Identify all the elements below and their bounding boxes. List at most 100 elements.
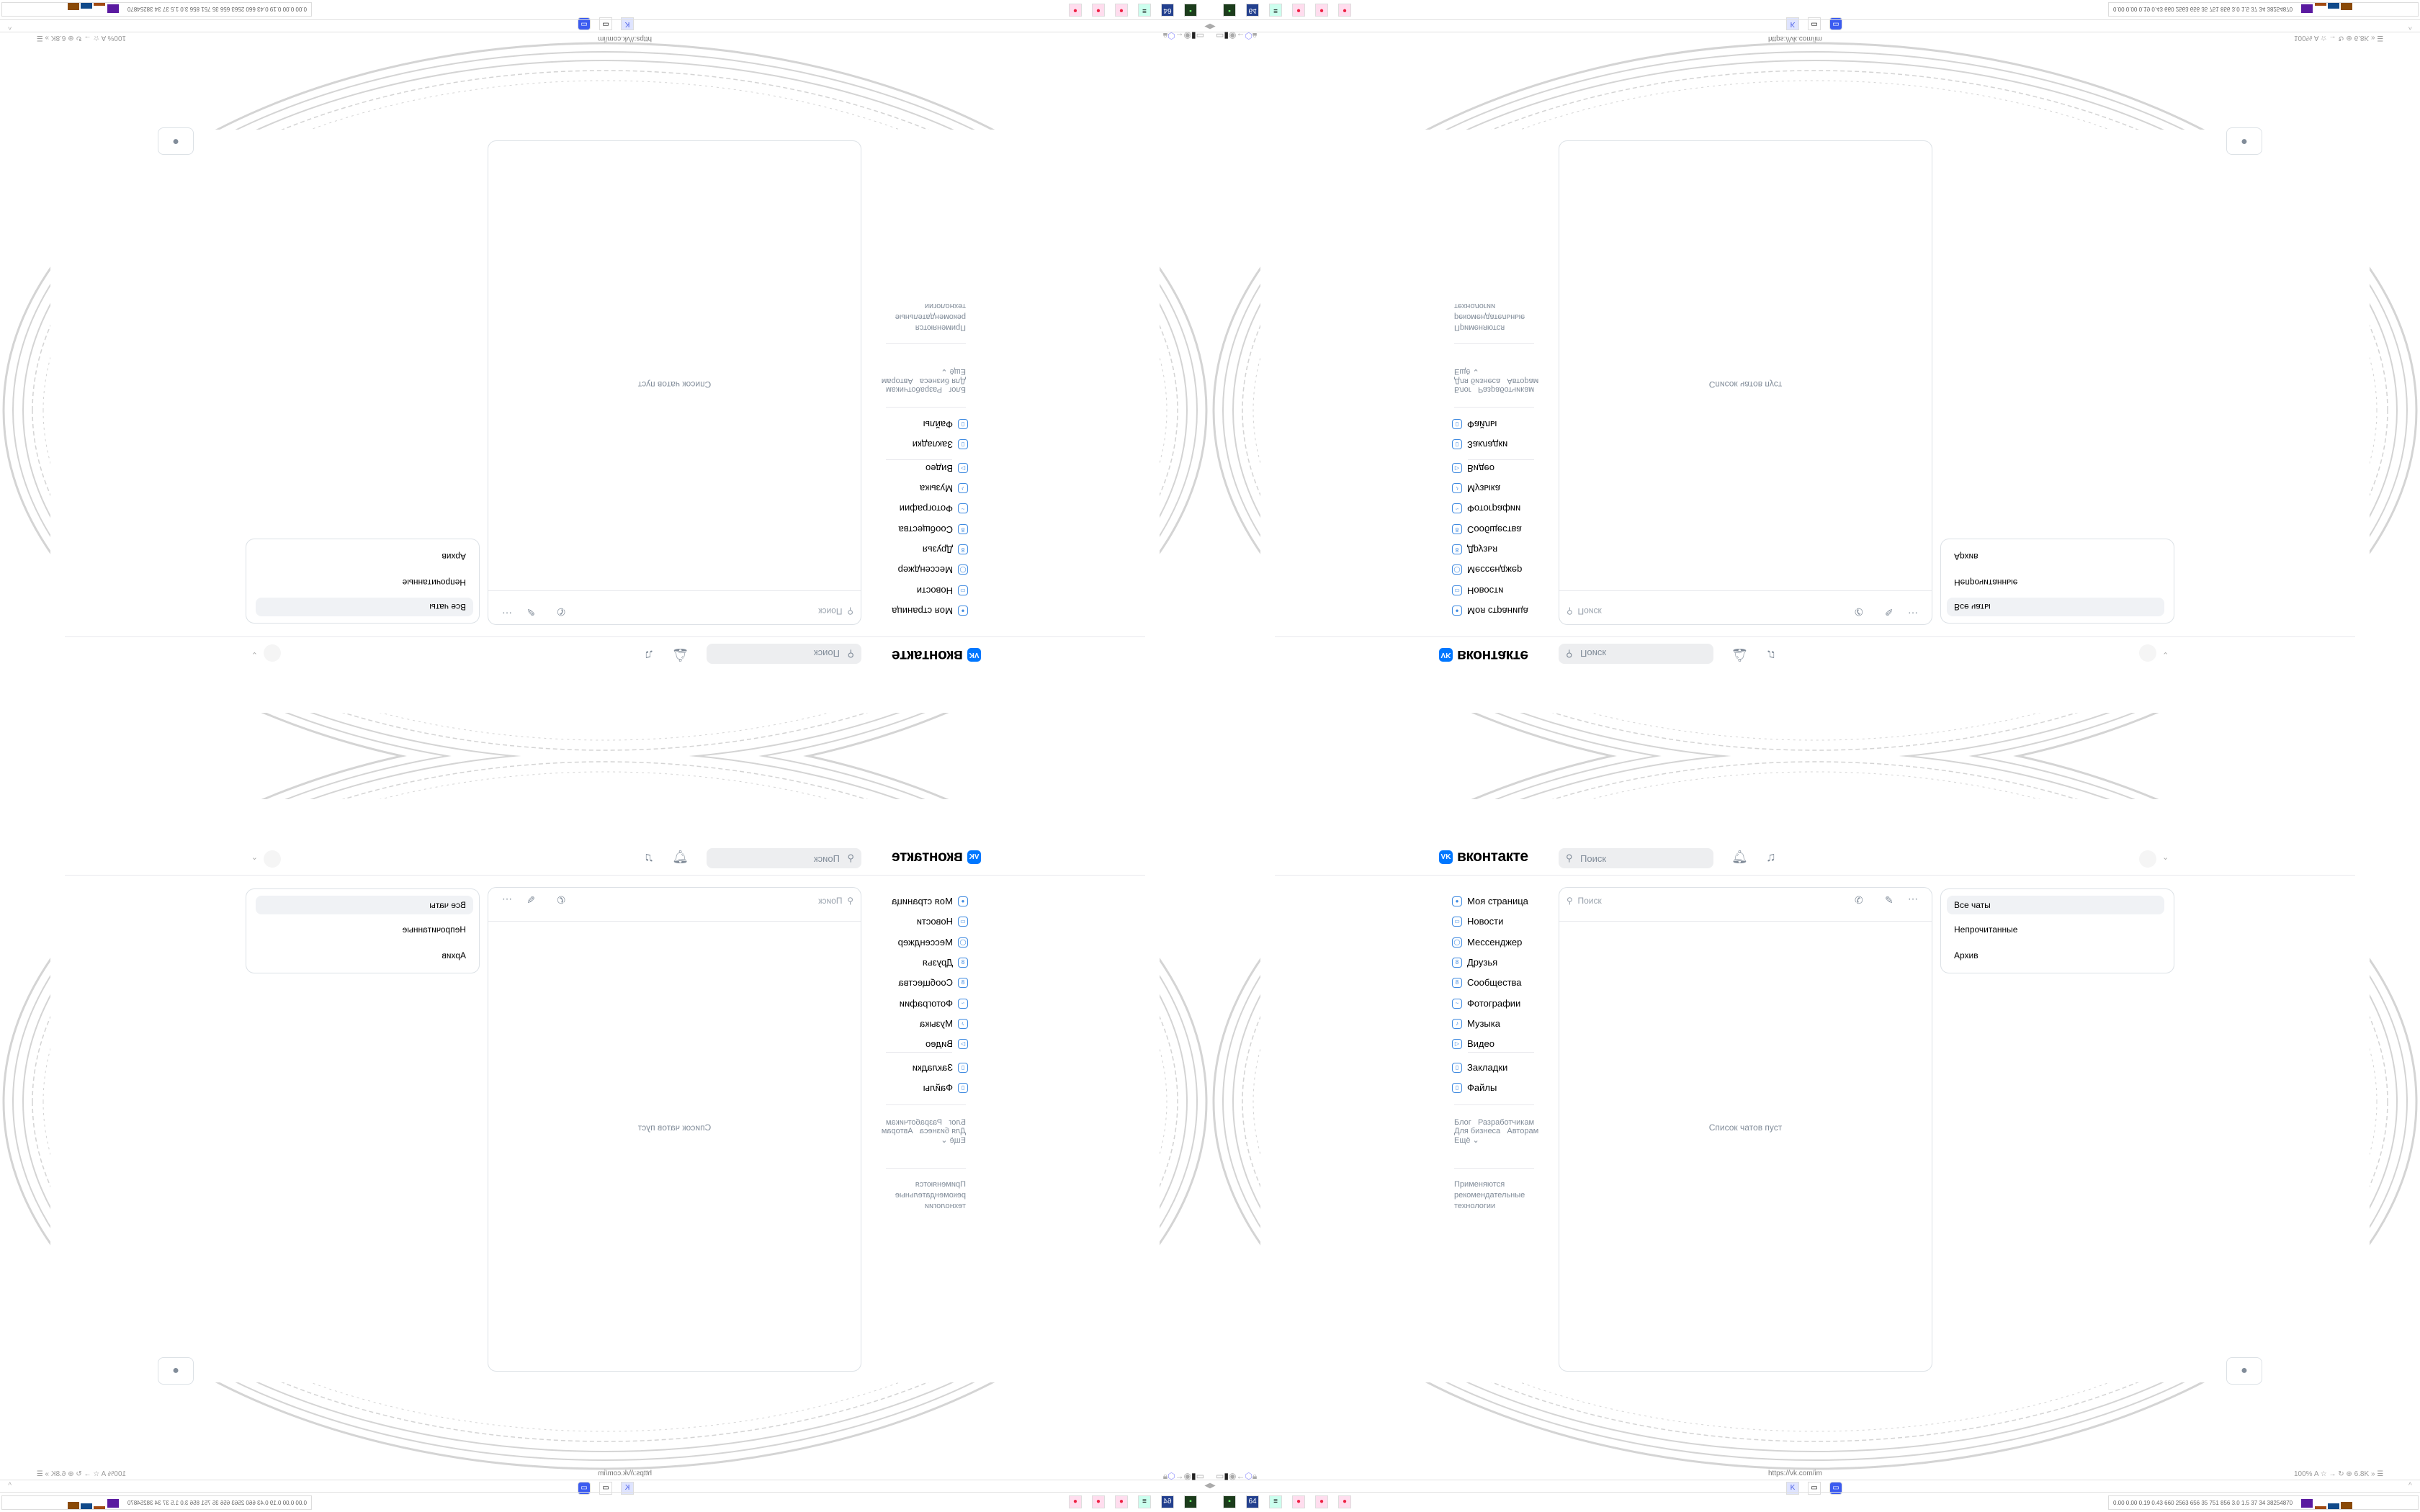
filter-archive[interactable]: Архив (442, 950, 466, 960)
bell-icon[interactable]: 🔔︎ (672, 648, 689, 662)
firefox-icon[interactable]: ● (1338, 4, 1351, 17)
active-chat-tab-icon[interactable]: ▭ (578, 1482, 591, 1495)
compose-icon[interactable]: ✎ (1885, 606, 1894, 618)
footer-link-blog[interactable]: Блог (1454, 1118, 1471, 1127)
sidebar-item[interactable]: ▯ Файлы (923, 1080, 968, 1096)
menu-icon[interactable]: ☰ (36, 34, 43, 42)
sidebar-item[interactable]: ● Моя страница (1452, 894, 1528, 909)
chevron-down-icon[interactable]: ⌄ (251, 853, 258, 862)
compose-icon[interactable]: ✎ (1885, 894, 1894, 906)
vk-logo-text[interactable]: вконтакте (1457, 647, 1528, 664)
vk-logo-text[interactable]: вконтакте (1457, 848, 1528, 865)
firefox-icon[interactable]: ● (1315, 1495, 1328, 1508)
floppy-icon[interactable]: 64 (1246, 4, 1259, 17)
sidebar-item[interactable]: ▭ Новости (917, 914, 968, 930)
extension-badge[interactable]: 6.8K (2354, 1470, 2370, 1478)
back-icon[interactable]: ← (1236, 31, 1245, 41)
chat-bubble-button[interactable]: ● (2226, 127, 2262, 155)
sidebar-item[interactable]: 8 Сообщества (1452, 521, 1522, 537)
add-call-icon[interactable]: ✆ (1855, 894, 1863, 906)
filter-all-chats[interactable]: Все чаты (256, 598, 473, 616)
firefox-icon[interactable]: ● (1092, 1495, 1105, 1508)
menu-icon[interactable]: ☰ (36, 1470, 43, 1478)
bell-icon[interactable]: 🔔︎ (672, 850, 689, 864)
reload-icon[interactable]: ↻ (2338, 34, 2344, 42)
chat-tab-icon[interactable]: ▭ (1808, 1482, 1821, 1495)
reload-icon[interactable]: ↻ (2338, 1470, 2344, 1478)
sidebar-item[interactable]: ▯ Файлы (1452, 1080, 1497, 1096)
firefox-icon[interactable]: ● (1338, 1495, 1351, 1508)
sidebar-item[interactable]: 8 Сообщества (898, 975, 968, 991)
firefox-icon[interactable]: ● (1069, 1495, 1082, 1508)
sidebar-item[interactable]: 8 Друзья (923, 955, 968, 971)
footer-link-business[interactable]: Для бизнеса (1454, 1127, 1501, 1135)
zoom-level[interactable]: 100% (107, 34, 126, 42)
overflow-icon[interactable]: » (45, 1470, 50, 1478)
forward-icon[interactable]: → (2329, 1470, 2336, 1478)
zoom-level[interactable]: 100% (107, 1470, 126, 1478)
footer-link-blog[interactable]: Блог (949, 385, 966, 394)
shield-icon[interactable]: ◉ (1228, 1471, 1237, 1481)
terminal-icon[interactable]: ▪ (1223, 4, 1236, 17)
translate-icon[interactable]: A (102, 1470, 107, 1478)
overflow-icon[interactable]: » (45, 34, 50, 42)
sidebar-item[interactable]: 8 Друзья (1452, 955, 1497, 971)
overflow-icon[interactable]: » (2370, 1470, 2375, 1478)
star-icon[interactable]: ☆ (93, 1470, 100, 1478)
sidebar-item[interactable]: ▷ Видео (1452, 460, 1494, 476)
firefox-icon[interactable]: ● (1069, 4, 1082, 17)
globe-icon[interactable]: ⊕ (2346, 34, 2352, 42)
notepad-icon[interactable]: ≡ (1269, 4, 1282, 17)
music-icon[interactable]: ♫ (1766, 648, 1776, 662)
floppy-icon[interactable]: 64 (1246, 1495, 1259, 1508)
footer-link-developers[interactable]: Разработчикам (885, 1118, 943, 1127)
chat-search-input[interactable]: ⚲ Поиск (1567, 896, 1602, 906)
forward-icon[interactable]: → (84, 34, 91, 42)
folder-icon[interactable]: ▭ (1216, 31, 1224, 41)
footer-link-blog[interactable]: Блог (949, 1118, 966, 1127)
back-icon[interactable]: ← (1175, 31, 1184, 41)
header-search-input[interactable]: ⚲ Поиск (1559, 848, 1713, 868)
add-call-icon[interactable]: ✆ (1855, 606, 1863, 618)
chat-search-input[interactable]: ⚲ Поиск (1567, 606, 1602, 616)
vk-tab-icon[interactable]: K (1786, 1482, 1799, 1495)
scroll-right-icon[interactable]: ▶ (1204, 22, 1210, 30)
sidebar-item[interactable]: 8 Сообщества (1452, 975, 1522, 991)
add-call-icon[interactable]: ✆ (557, 894, 565, 906)
shield-icon[interactable]: ⬡ (1245, 31, 1252, 41)
back-icon[interactable]: ← (1236, 1471, 1245, 1481)
floppy-icon[interactable]: 64 (1161, 1495, 1174, 1508)
globe-icon[interactable]: ⊕ (2346, 1470, 2352, 1478)
footer-link-developers[interactable]: Разработчикам (885, 385, 943, 394)
sidebar-item[interactable]: ▯ Закладки (913, 1060, 968, 1076)
music-icon[interactable]: ♫ (644, 648, 655, 662)
url-text[interactable]: https://vk.com/im (597, 1470, 652, 1477)
globe-icon[interactable]: ⊕ (68, 1470, 74, 1478)
bell-icon[interactable]: 🔔︎ (1731, 648, 1748, 662)
sidebar-item[interactable]: ● Моя страница (892, 603, 968, 618)
footer-link-developers[interactable]: Разработчикам (1477, 1118, 1535, 1127)
avatar[interactable] (264, 850, 281, 868)
sidebar-item[interactable]: ▯ Файлы (1452, 416, 1497, 432)
url-text[interactable]: https://vk.com/im (597, 35, 652, 42)
chevron-down-icon[interactable]: ⌄ (251, 650, 258, 659)
forward-icon[interactable]: → (2329, 34, 2336, 42)
scroll-right-icon[interactable]: ▶ (1210, 22, 1216, 30)
sidebar-item[interactable]: ▯ Закладки (1452, 436, 1507, 452)
filter-archive[interactable]: Архив (442, 552, 466, 562)
zoom-level[interactable]: 100% (2294, 1470, 2313, 1478)
header-search-input[interactable]: ⚲ Поиск (707, 644, 861, 664)
chat-bubble-button[interactable]: ● (2226, 1357, 2262, 1385)
terminal-icon[interactable]: ▪ (1184, 1495, 1197, 1508)
notepad-icon[interactable]: ≡ (1138, 1495, 1151, 1508)
sidebar-item[interactable]: ▯ Закладки (1452, 1060, 1507, 1076)
trash-icon[interactable]: ▮ (1224, 1471, 1229, 1481)
sidebar-item[interactable]: ~ Фотографии (900, 996, 968, 1012)
translate-icon[interactable]: A (102, 34, 107, 42)
sidebar-item[interactable]: ● Моя страница (1452, 603, 1528, 618)
shield-icon[interactable]: ⬡ (1245, 1471, 1252, 1481)
trash-icon[interactable]: ▮ (1191, 1471, 1196, 1481)
header-search-input[interactable]: ⚲ Поиск (707, 848, 861, 868)
menu-icon[interactable]: ☰ (2377, 34, 2384, 42)
active-chat-tab-icon[interactable]: ▭ (1829, 1482, 1842, 1495)
